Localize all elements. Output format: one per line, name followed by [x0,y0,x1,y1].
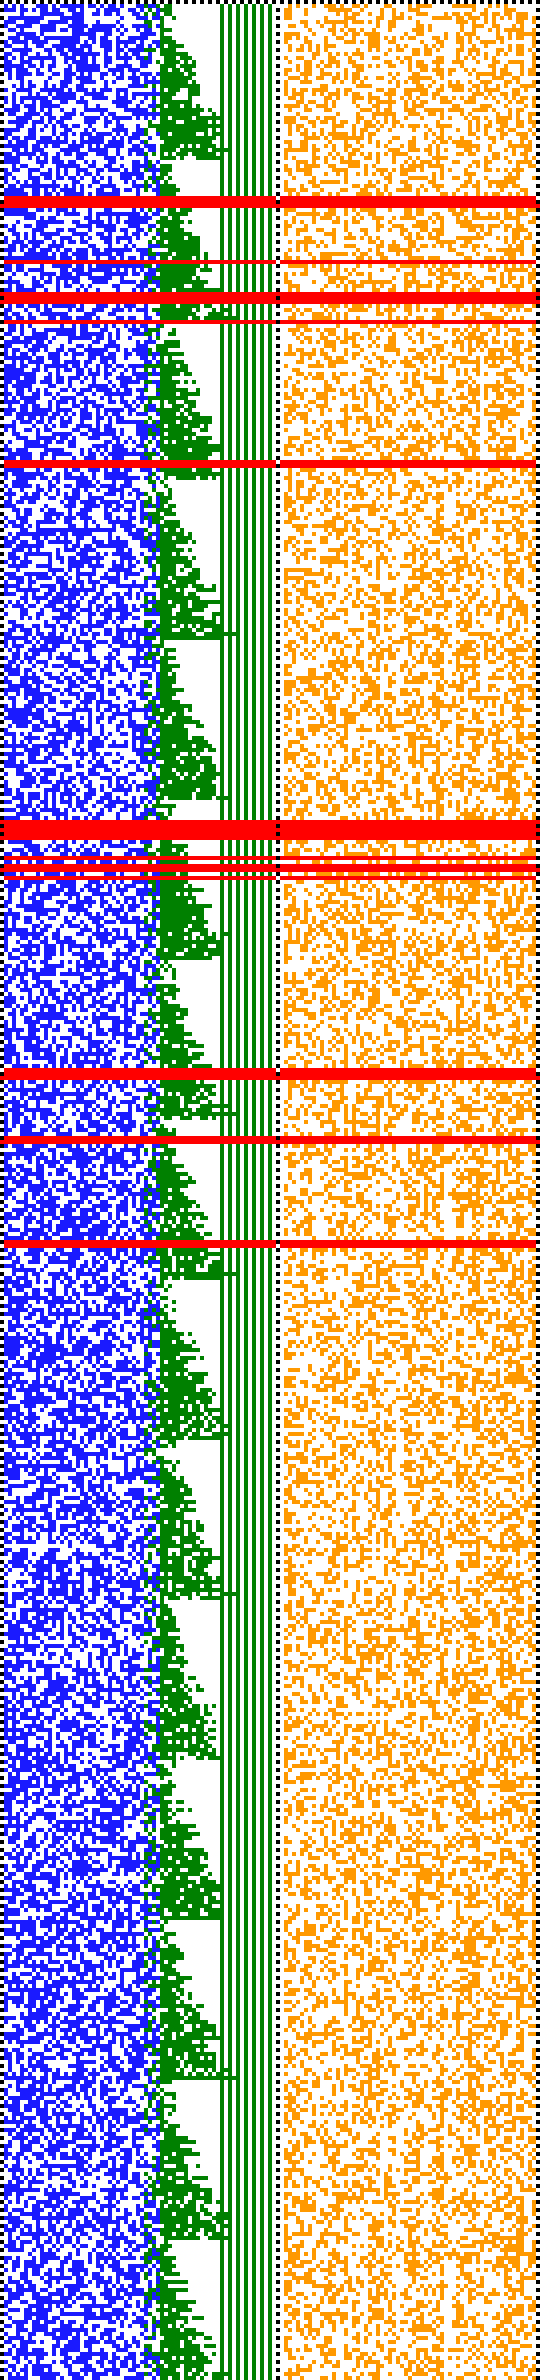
sort-trace-visualization [0,0,540,2380]
